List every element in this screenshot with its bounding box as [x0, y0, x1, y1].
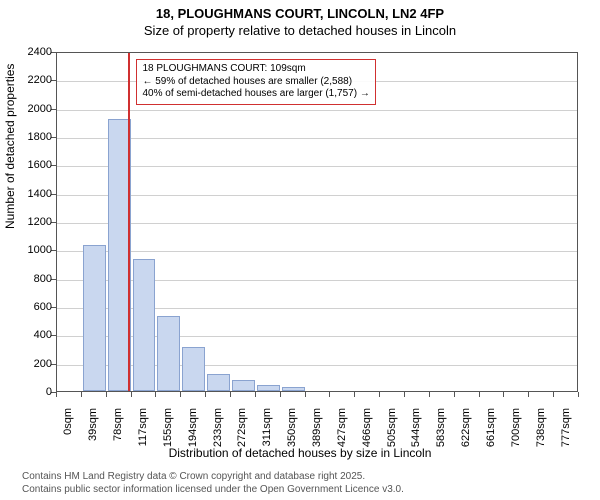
x-tick-label: 155sqm	[162, 408, 174, 448]
x-tick	[230, 392, 231, 397]
histogram-bar	[182, 347, 205, 391]
histogram-bar	[133, 259, 156, 391]
histogram-bar	[108, 119, 131, 391]
y-tick-label: 2200	[28, 74, 52, 86]
footer-line-2: Contains public sector information licen…	[22, 484, 404, 497]
y-tick-label: 1400	[28, 188, 52, 200]
histogram-bar	[157, 316, 180, 391]
y-axis-label: Number of detached properties	[3, 64, 17, 229]
x-tick	[155, 392, 156, 397]
x-tick-label: 622sqm	[460, 408, 472, 448]
y-tick-label: 1000	[28, 244, 52, 256]
x-tick	[329, 392, 330, 397]
histogram-bar	[282, 387, 305, 391]
x-tick	[305, 392, 306, 397]
x-tick-label: 389sqm	[311, 408, 323, 448]
gridline	[57, 195, 577, 196]
chart-subtitle: Size of property relative to detached ho…	[0, 21, 600, 38]
x-tick	[379, 392, 380, 397]
x-tick-label: 583sqm	[435, 408, 447, 448]
x-tick	[280, 392, 281, 397]
x-tick-label: 777sqm	[560, 408, 572, 448]
gridline	[57, 251, 577, 252]
footer-attribution: Contains HM Land Registry data © Crown c…	[22, 471, 404, 496]
x-tick	[106, 392, 107, 397]
x-tick-label: 194sqm	[187, 408, 199, 448]
annotation-line: 40% of semi-detached houses are larger (…	[142, 88, 369, 101]
x-tick	[578, 392, 579, 397]
x-axis-label: Distribution of detached houses by size …	[0, 446, 600, 460]
x-tick	[81, 392, 82, 397]
x-tick-label: 117sqm	[137, 408, 149, 448]
x-tick	[528, 392, 529, 397]
plot-area: 18 PLOUGHMANS COURT: 109sqm← 59% of deta…	[56, 52, 578, 392]
annotation-line: 18 PLOUGHMANS COURT: 109sqm	[142, 63, 369, 76]
chart-title: 18, PLOUGHMANS COURT, LINCOLN, LN2 4FP	[0, 0, 600, 21]
x-tick	[354, 392, 355, 397]
x-tick	[205, 392, 206, 397]
gridline	[57, 166, 577, 167]
x-tick-label: 466sqm	[361, 408, 373, 448]
x-tick	[429, 392, 430, 397]
x-tick-label: 311sqm	[261, 408, 273, 448]
x-tick-label: 0sqm	[62, 408, 74, 448]
x-tick-label: 233sqm	[212, 408, 224, 448]
histogram-bar	[207, 374, 230, 391]
x-tick	[479, 392, 480, 397]
x-tick-label: 544sqm	[410, 408, 422, 448]
x-tick	[255, 392, 256, 397]
y-tick-label: 600	[34, 301, 52, 313]
x-tick-label: 738sqm	[535, 408, 547, 448]
gridline	[57, 223, 577, 224]
y-tick-label: 2000	[28, 103, 52, 115]
x-tick-label: 505sqm	[386, 408, 398, 448]
gridline	[57, 138, 577, 139]
y-tick-label: 1600	[28, 159, 52, 171]
reference-line	[128, 53, 130, 391]
x-tick	[56, 392, 57, 397]
y-tick-label: 200	[34, 358, 52, 370]
y-tick-label: 1200	[28, 216, 52, 228]
x-tick	[503, 392, 504, 397]
gridline	[57, 110, 577, 111]
x-tick-label: 661sqm	[485, 408, 497, 448]
x-tick-label: 78sqm	[112, 408, 124, 448]
y-tick-label: 2400	[28, 46, 52, 58]
histogram-bar	[232, 380, 255, 391]
histogram-bar	[257, 385, 280, 391]
x-tick	[454, 392, 455, 397]
y-tick-label: 400	[34, 329, 52, 341]
x-tick	[404, 392, 405, 397]
y-tick-label: 800	[34, 273, 52, 285]
x-tick-label: 350sqm	[286, 408, 298, 448]
x-tick	[131, 392, 132, 397]
annotation-box: 18 PLOUGHMANS COURT: 109sqm← 59% of deta…	[136, 59, 375, 105]
histogram-bar	[83, 245, 106, 391]
annotation-line: ← 59% of detached houses are smaller (2,…	[142, 76, 369, 89]
x-tick	[553, 392, 554, 397]
x-tick-label: 272sqm	[236, 408, 248, 448]
y-tick-label: 0	[46, 386, 52, 398]
x-tick-label: 427sqm	[336, 408, 348, 448]
y-tick-label: 1800	[28, 131, 52, 143]
x-tick-label: 700sqm	[510, 408, 522, 448]
x-tick-label: 39sqm	[87, 408, 99, 448]
x-tick	[180, 392, 181, 397]
footer-line-1: Contains HM Land Registry data © Crown c…	[22, 471, 404, 484]
